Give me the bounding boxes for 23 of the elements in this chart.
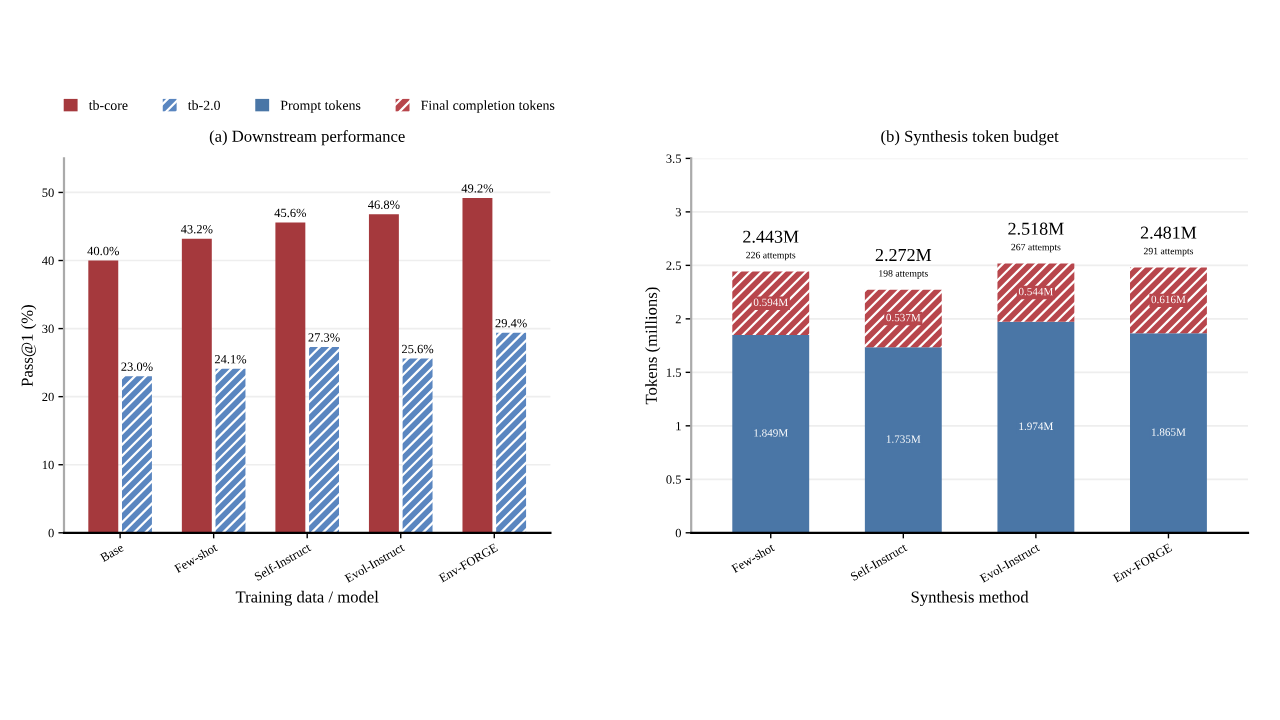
y-axis-title: Tokens (millions) (645, 287, 661, 405)
bar (88, 260, 119, 533)
bar (496, 332, 527, 533)
bar (402, 358, 433, 533)
x-axis-title: Training data / model (235, 590, 379, 607)
bar (864, 347, 942, 533)
bar (997, 263, 1075, 322)
chart-title: (a) Downstream performance (209, 130, 405, 146)
bar (275, 222, 306, 533)
chart-title: (b) Synthesis token budget (881, 130, 1059, 146)
bar (368, 214, 399, 533)
x-axis-title: Synthesis method (911, 590, 1029, 607)
bar (121, 376, 152, 533)
bar (215, 368, 246, 533)
bar (732, 271, 810, 336)
bar (462, 197, 493, 533)
bar (1130, 333, 1207, 533)
bar (181, 238, 212, 533)
bar (309, 346, 339, 533)
bar (732, 335, 810, 533)
bar (1130, 267, 1207, 334)
bar (997, 321, 1075, 533)
y-axis-title: Pass@1 (%) (21, 305, 37, 387)
